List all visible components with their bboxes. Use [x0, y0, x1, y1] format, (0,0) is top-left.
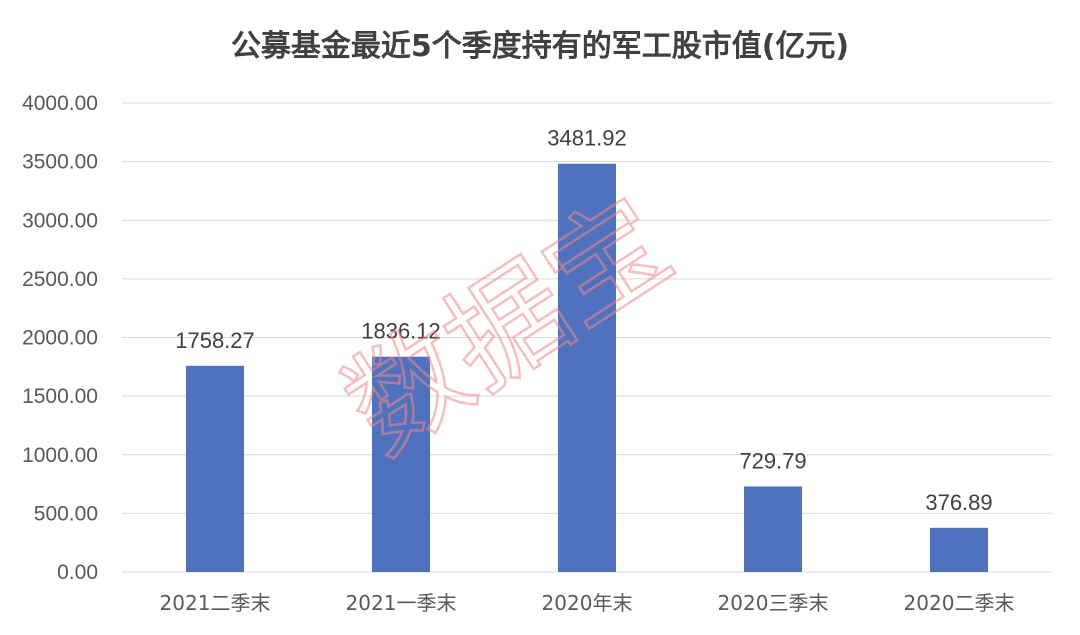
data-label: 729.79	[739, 448, 806, 473]
y-tick-label: 3000.00	[22, 209, 98, 232]
x-category-label: 2020三季末	[718, 591, 829, 615]
y-axis-ticks: 0.00 500.00 1000.00 1500.00 2000.00 2500.00 30…	[22, 92, 98, 584]
x-category-label: 2020年末	[542, 591, 633, 615]
data-label: 1758.27	[175, 328, 255, 353]
bar	[744, 486, 802, 572]
y-tick-label: 0.00	[57, 561, 98, 584]
data-label: 1836.12	[361, 319, 441, 344]
bar	[930, 527, 988, 572]
y-tick-label: 2500.00	[22, 268, 98, 291]
bar	[372, 356, 430, 572]
bar	[558, 163, 616, 572]
bars	[186, 163, 988, 572]
y-tick-label: 3500.00	[22, 151, 98, 174]
data-label: 3481.92	[547, 126, 627, 151]
y-tick-label: 4000.00	[22, 92, 98, 115]
y-tick-label: 2000.00	[22, 327, 98, 350]
data-label: 376.89	[925, 490, 992, 515]
y-tick-label: 500.00	[34, 502, 98, 525]
data-labels: 1758.27 1836.12 3481.92 729.79 376.89	[175, 126, 992, 515]
x-category-label: 2020二季末	[904, 591, 1015, 615]
y-tick-label: 1000.00	[22, 444, 98, 467]
x-category-label: 2021二季末	[160, 591, 271, 615]
y-tick-label: 1500.00	[22, 385, 98, 408]
x-category-label: 2021一季末	[346, 591, 457, 615]
x-axis-categories: 2021二季末 2021一季末 2020年末 2020三季末 2020二季末	[160, 591, 1015, 615]
bar	[186, 365, 244, 572]
chart-title: 公募基金最近5个季度持有的军工股市值(亿元)	[231, 29, 849, 64]
